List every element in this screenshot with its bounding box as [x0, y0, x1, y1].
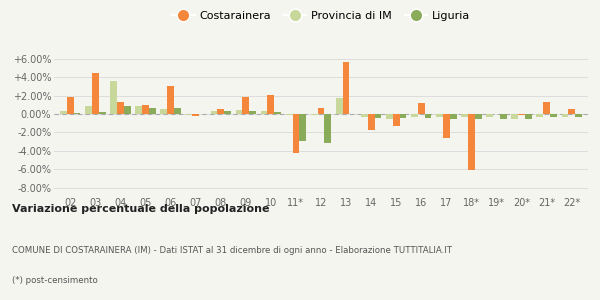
Bar	[185, 114, 192, 115]
Bar	[149, 108, 155, 114]
Bar	[311, 114, 317, 115]
Bar	[174, 108, 181, 114]
Bar	[450, 114, 457, 118]
Bar	[575, 114, 582, 117]
Bar	[418, 103, 425, 114]
Bar	[124, 106, 131, 114]
Bar	[286, 114, 293, 116]
Bar	[211, 111, 217, 114]
Bar	[487, 114, 493, 117]
Bar	[511, 114, 518, 118]
Bar	[224, 111, 231, 114]
Bar	[192, 114, 199, 116]
Bar	[299, 114, 306, 141]
Bar	[400, 114, 406, 118]
Text: COMUNE DI COSTARAINERA (IM) - Dati ISTAT al 31 dicembre di ogni anno - Elaborazi: COMUNE DI COSTARAINERA (IM) - Dati ISTAT…	[12, 246, 452, 255]
Bar	[550, 114, 557, 117]
Bar	[142, 105, 149, 114]
Bar	[518, 114, 525, 115]
Bar	[167, 86, 174, 114]
Text: (*) post-censimento: (*) post-censimento	[12, 276, 98, 285]
Bar	[110, 81, 117, 114]
Bar	[60, 111, 67, 114]
Bar	[386, 114, 393, 118]
Bar	[500, 114, 506, 118]
Bar	[368, 114, 374, 130]
Bar	[117, 102, 124, 114]
Bar	[361, 114, 368, 117]
Bar	[543, 102, 550, 114]
Bar	[67, 98, 74, 114]
Bar	[74, 113, 80, 114]
Bar	[268, 95, 274, 114]
Bar	[568, 110, 575, 114]
Bar	[436, 114, 443, 117]
Bar	[85, 106, 92, 114]
Bar	[562, 114, 568, 117]
Bar	[374, 114, 381, 118]
Bar	[325, 114, 331, 142]
Legend: Costarainera, Provincia di IM, Liguria: Costarainera, Provincia di IM, Liguria	[170, 9, 472, 23]
Bar	[475, 114, 482, 118]
Bar	[443, 114, 450, 138]
Bar	[461, 114, 468, 117]
Bar	[336, 98, 343, 114]
Bar	[317, 109, 325, 114]
Bar	[99, 112, 106, 114]
Bar	[411, 114, 418, 117]
Bar	[393, 114, 400, 126]
Bar	[468, 114, 475, 170]
Bar	[525, 114, 532, 118]
Bar	[536, 114, 543, 117]
Bar	[217, 110, 224, 114]
Bar	[293, 114, 299, 153]
Bar	[274, 112, 281, 114]
Bar	[136, 106, 142, 114]
Bar	[343, 62, 349, 114]
Bar	[160, 109, 167, 114]
Bar	[236, 110, 242, 114]
Bar	[242, 98, 249, 114]
Bar	[425, 114, 431, 118]
Bar	[261, 111, 268, 114]
Text: Variazione percentuale della popolazione: Variazione percentuale della popolazione	[12, 204, 269, 214]
Bar	[92, 73, 99, 114]
Bar	[249, 111, 256, 114]
